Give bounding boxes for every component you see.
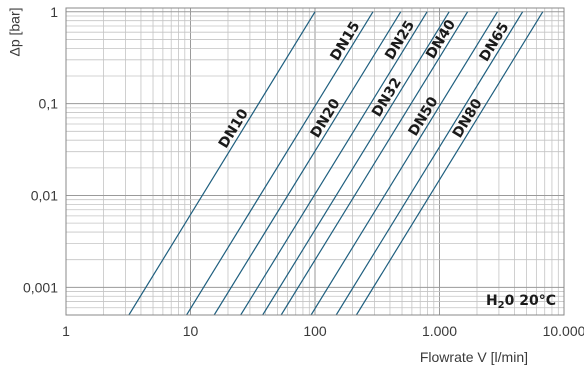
series-line-dn25 [240,11,428,315]
x-axis-label: Flowrate V [l/min] [420,349,528,365]
x-tick-label: 100 [303,323,327,339]
x-tick-label: 1.000 [422,323,457,339]
series-line-dn10 [128,11,316,315]
series-line-dn65 [335,11,524,315]
series-line-dn20 [213,11,402,315]
x-tick-label: 10.000 [543,323,584,339]
series-line-dn15 [186,11,374,315]
plot-frame [65,7,565,316]
series-line-dn32 [262,11,450,315]
series-lines [128,11,544,315]
x-tick-labels: 1 10 100 1.000 10.000 [62,323,584,339]
y-tick-label: 0,1 [39,96,59,112]
x-tick-label: 1 [62,323,70,339]
y-tick-labels: 0,001 0,01 0,1 1 [23,4,58,296]
y-axis-label: Δp [bar] [7,7,23,56]
series-line-dn50 [310,11,498,315]
series-line-dn80 [355,11,544,315]
y-tick-label: 0,001 [23,279,58,295]
grid [65,8,564,316]
fluid-condition-note: H20 20°C [486,293,556,311]
y-tick-label: 1 [50,4,58,20]
y-tick-label: 0,01 [31,188,58,204]
x-tick-label: 10 [183,323,199,339]
series-line-dn40 [280,11,469,315]
